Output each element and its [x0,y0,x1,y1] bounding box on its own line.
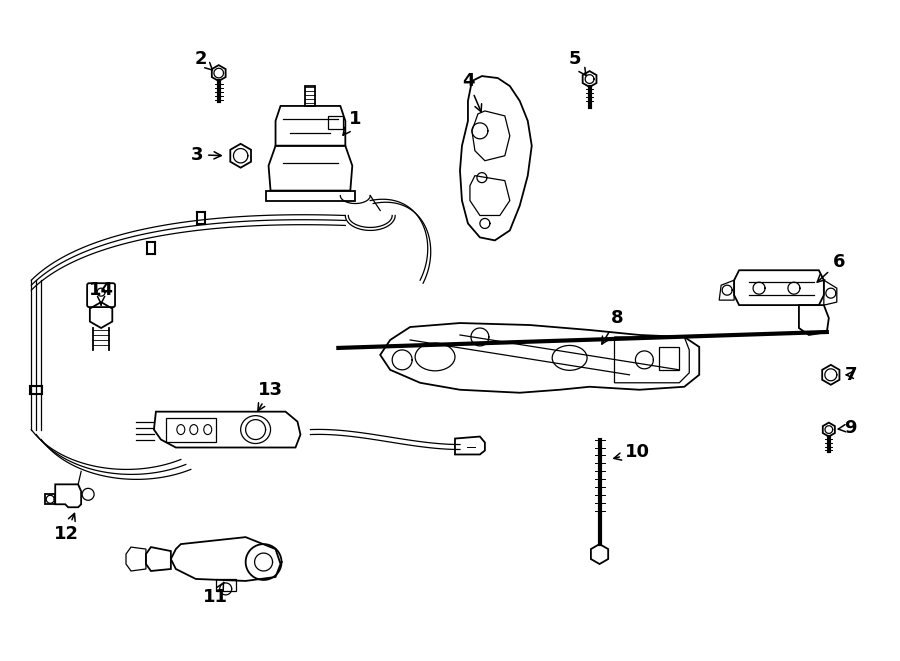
Text: 12: 12 [54,514,78,543]
Text: 3: 3 [191,145,221,164]
Text: 10: 10 [614,444,650,461]
Text: 2: 2 [194,50,212,70]
Text: 6: 6 [817,253,845,282]
Text: 11: 11 [203,582,229,606]
Text: 9: 9 [838,418,857,436]
Text: 7: 7 [844,366,857,384]
Text: 4: 4 [462,72,482,112]
Text: 5: 5 [569,50,586,75]
Text: 14: 14 [88,281,113,305]
Text: 8: 8 [602,309,624,344]
Text: 13: 13 [258,381,284,410]
Text: 1: 1 [343,110,362,136]
